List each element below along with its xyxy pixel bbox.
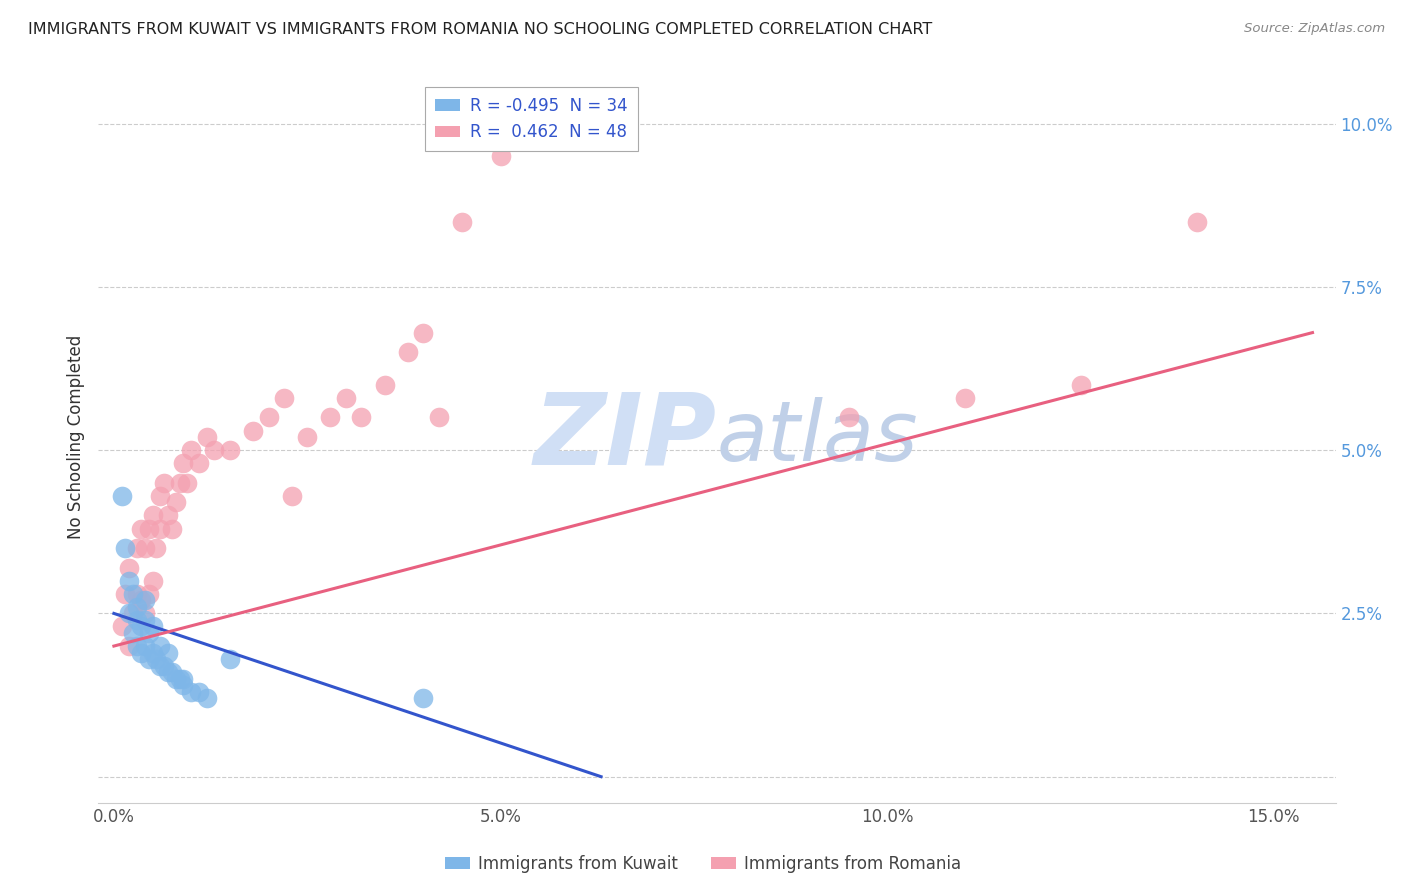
Point xyxy=(838,410,860,425)
Point xyxy=(141,574,165,588)
Point xyxy=(114,541,136,555)
Point xyxy=(134,639,156,653)
Point xyxy=(153,475,176,490)
Point xyxy=(141,508,165,523)
Point xyxy=(188,456,211,470)
Point xyxy=(118,639,141,653)
Point xyxy=(118,560,141,574)
Point xyxy=(451,214,474,228)
Point xyxy=(141,646,165,660)
Point xyxy=(145,541,167,555)
Point xyxy=(350,410,373,425)
Point xyxy=(157,646,180,660)
Point xyxy=(1185,214,1208,228)
Point xyxy=(134,541,156,555)
Point xyxy=(169,475,191,490)
Point xyxy=(195,430,218,444)
Point xyxy=(111,489,134,503)
Point xyxy=(129,619,152,633)
Point xyxy=(127,613,149,627)
Point xyxy=(319,410,342,425)
Point xyxy=(273,391,295,405)
Point xyxy=(176,475,198,490)
Legend: Immigrants from Kuwait, Immigrants from Romania: Immigrants from Kuwait, Immigrants from … xyxy=(437,848,969,880)
Point xyxy=(122,626,145,640)
Point xyxy=(149,639,172,653)
Point xyxy=(145,652,167,666)
Legend: R = -0.495  N = 34, R =  0.462  N = 48: R = -0.495 N = 34, R = 0.462 N = 48 xyxy=(425,87,638,152)
Point xyxy=(122,607,145,621)
Point xyxy=(219,443,242,458)
Point xyxy=(281,489,304,503)
Point xyxy=(1069,377,1091,392)
Point xyxy=(172,672,194,686)
Point xyxy=(169,672,191,686)
Point xyxy=(489,149,512,163)
Point xyxy=(172,678,194,692)
Point xyxy=(127,599,149,614)
Point xyxy=(134,613,156,627)
Text: IMMIGRANTS FROM KUWAIT VS IMMIGRANTS FROM ROMANIA NO SCHOOLING COMPLETED CORRELA: IMMIGRANTS FROM KUWAIT VS IMMIGRANTS FRO… xyxy=(28,22,932,37)
Point xyxy=(138,652,160,666)
Point xyxy=(134,607,156,621)
Point xyxy=(219,652,242,666)
Point xyxy=(953,391,976,405)
Point xyxy=(138,587,160,601)
Point xyxy=(157,508,180,523)
Point xyxy=(335,391,357,405)
Point xyxy=(118,574,141,588)
Point xyxy=(127,639,149,653)
Point xyxy=(129,522,152,536)
Point xyxy=(118,607,141,621)
Text: atlas: atlas xyxy=(717,397,918,477)
Point xyxy=(141,619,165,633)
Point xyxy=(157,665,180,680)
Point xyxy=(242,424,264,438)
Point xyxy=(160,665,183,680)
Text: Source: ZipAtlas.com: Source: ZipAtlas.com xyxy=(1244,22,1385,36)
Point xyxy=(138,626,160,640)
Point xyxy=(374,377,396,392)
Point xyxy=(427,410,450,425)
Point xyxy=(149,522,172,536)
Point xyxy=(129,593,152,607)
Point xyxy=(297,430,319,444)
Point xyxy=(134,593,156,607)
Point xyxy=(127,541,149,555)
Text: ZIP: ZIP xyxy=(534,389,717,485)
Point xyxy=(204,443,226,458)
Point xyxy=(396,345,419,359)
Point xyxy=(114,587,136,601)
Point xyxy=(188,685,211,699)
Point xyxy=(127,587,149,601)
Point xyxy=(412,691,434,706)
Point xyxy=(180,685,202,699)
Point xyxy=(160,522,183,536)
Y-axis label: No Schooling Completed: No Schooling Completed xyxy=(66,335,84,539)
Point xyxy=(257,410,280,425)
Point xyxy=(129,646,152,660)
Point xyxy=(153,658,176,673)
Point xyxy=(149,489,172,503)
Point xyxy=(165,672,187,686)
Point xyxy=(111,619,134,633)
Point xyxy=(180,443,202,458)
Point xyxy=(165,495,187,509)
Point xyxy=(149,658,172,673)
Point xyxy=(412,326,434,340)
Point xyxy=(172,456,194,470)
Point xyxy=(195,691,218,706)
Point xyxy=(138,522,160,536)
Point xyxy=(122,587,145,601)
